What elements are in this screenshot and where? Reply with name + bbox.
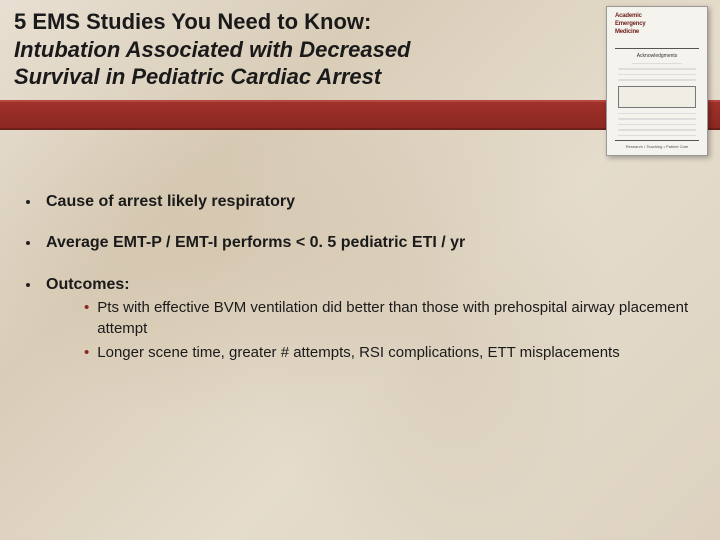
sub-bullet-marker: •	[84, 298, 89, 318]
bullet-text: Outcomes:	[46, 274, 694, 296]
journal-name-1: Academic	[615, 13, 699, 19]
journal-name-3: Medicine	[615, 29, 699, 35]
journal-name-2: Emergency	[615, 21, 699, 27]
title-line-2b: Survival in Pediatric Cardiac Arrest	[14, 63, 706, 91]
bullet-marker	[26, 200, 30, 204]
sub-bullet-marker: •	[84, 343, 89, 363]
sub-bullet-list: • Pts with effective BVM ventilation did…	[84, 298, 694, 363]
bullet-item-2: Outcomes: • Pts with effective BVM venti…	[26, 274, 694, 367]
sub-bullet-text: Longer scene time, greater # attempts, R…	[97, 343, 619, 363]
bullet-item-0: Cause of arrest likely respiratory	[26, 191, 694, 213]
sub-bullet-text: Pts with effective BVM ventilation did b…	[97, 298, 694, 339]
bullet-item-1: Average EMT-P / EMT-I performs < 0. 5 pe…	[26, 232, 694, 254]
bullet-text: Average EMT-P / EMT-I performs < 0. 5 pe…	[46, 232, 465, 254]
sub-bullet-item-0: • Pts with effective BVM ventilation did…	[84, 298, 694, 339]
journal-footer: Research • Teaching • Patient Care	[615, 144, 699, 149]
bullet-marker	[26, 241, 30, 245]
sub-bullet-item-1: • Longer scene time, greater # attempts,…	[84, 343, 694, 363]
journal-rule	[615, 48, 699, 49]
journal-section: Acknowledgments	[615, 53, 699, 59]
title-line-1: 5 EMS Studies You Need to Know:	[14, 8, 706, 36]
bullet-marker	[26, 283, 30, 287]
journal-cover-thumbnail: Academic Emergency Medicine Acknowledgme…	[606, 6, 708, 156]
journal-box	[618, 86, 696, 108]
journal-issue	[615, 37, 699, 43]
title-line-2a: Intubation Associated with Decreased	[14, 36, 706, 64]
bullet-text: Cause of arrest likely respiratory	[46, 191, 295, 213]
